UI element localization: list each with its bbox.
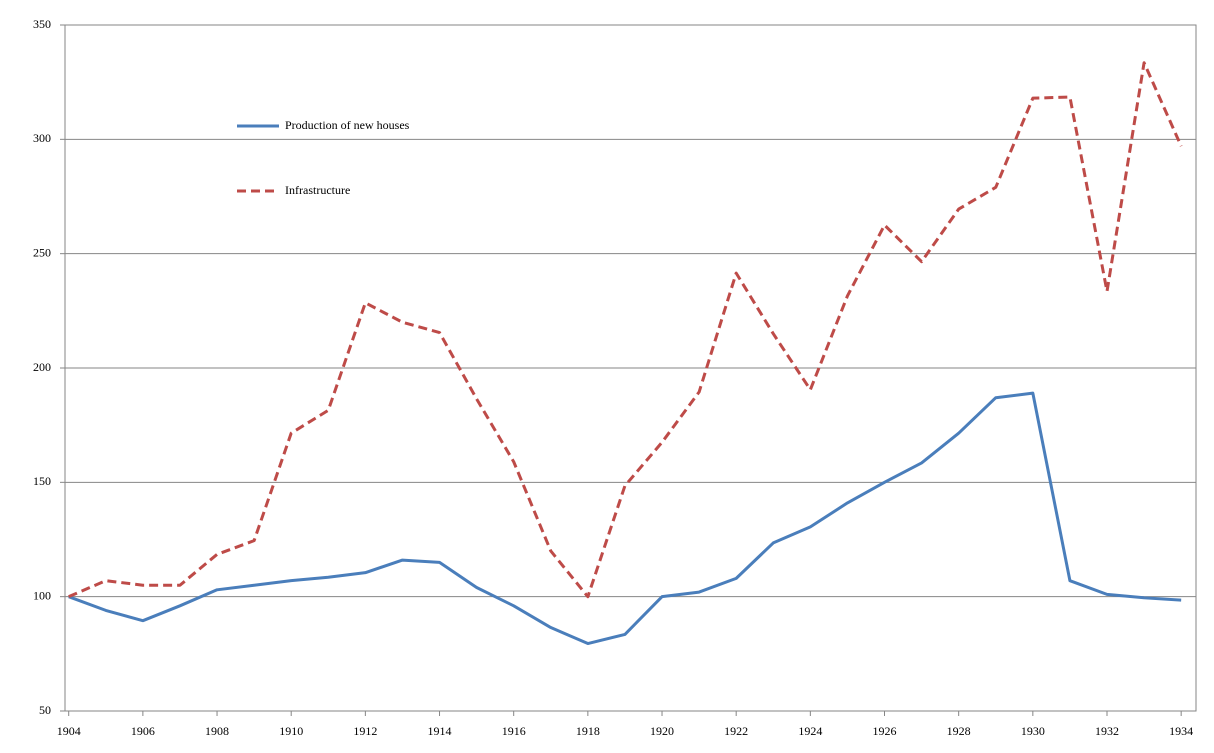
x-tick-label: 1904	[57, 724, 81, 738]
x-tick-label: 1914	[428, 724, 452, 738]
x-tick-label: 1932	[1095, 724, 1119, 738]
x-tick-label: 1922	[724, 724, 748, 738]
x-tick-label: 1920	[650, 724, 674, 738]
x-tick-label: 1908	[205, 724, 229, 738]
y-tick-label: 100	[33, 588, 51, 602]
data-line	[68, 391, 1182, 646]
y-tick-label: 350	[33, 17, 51, 31]
x-tick-label: 1924	[798, 724, 822, 738]
y-tick-label: 200	[33, 360, 51, 374]
x-tick-label: 1916	[502, 724, 526, 738]
data-line	[68, 61, 1183, 599]
x-tick-label: 1912	[353, 724, 377, 738]
legend-label: Infrastructure	[285, 183, 350, 197]
x-tick-label: 1906	[131, 724, 155, 738]
x-tick-label: 1930	[1021, 724, 1045, 738]
x-tick-label: 1910	[279, 724, 303, 738]
x-tick-label: 1926	[873, 724, 897, 738]
y-tick-label: 300	[33, 131, 51, 145]
x-tick-label: 1918	[576, 724, 600, 738]
y-tick-label: 150	[33, 474, 51, 488]
y-tick-label: 250	[33, 245, 51, 259]
y-tick-label: 50	[39, 703, 51, 717]
legend-label: Production of new houses	[285, 118, 410, 132]
x-tick-label: 1928	[947, 724, 971, 738]
x-tick-label: 1934	[1169, 724, 1193, 738]
